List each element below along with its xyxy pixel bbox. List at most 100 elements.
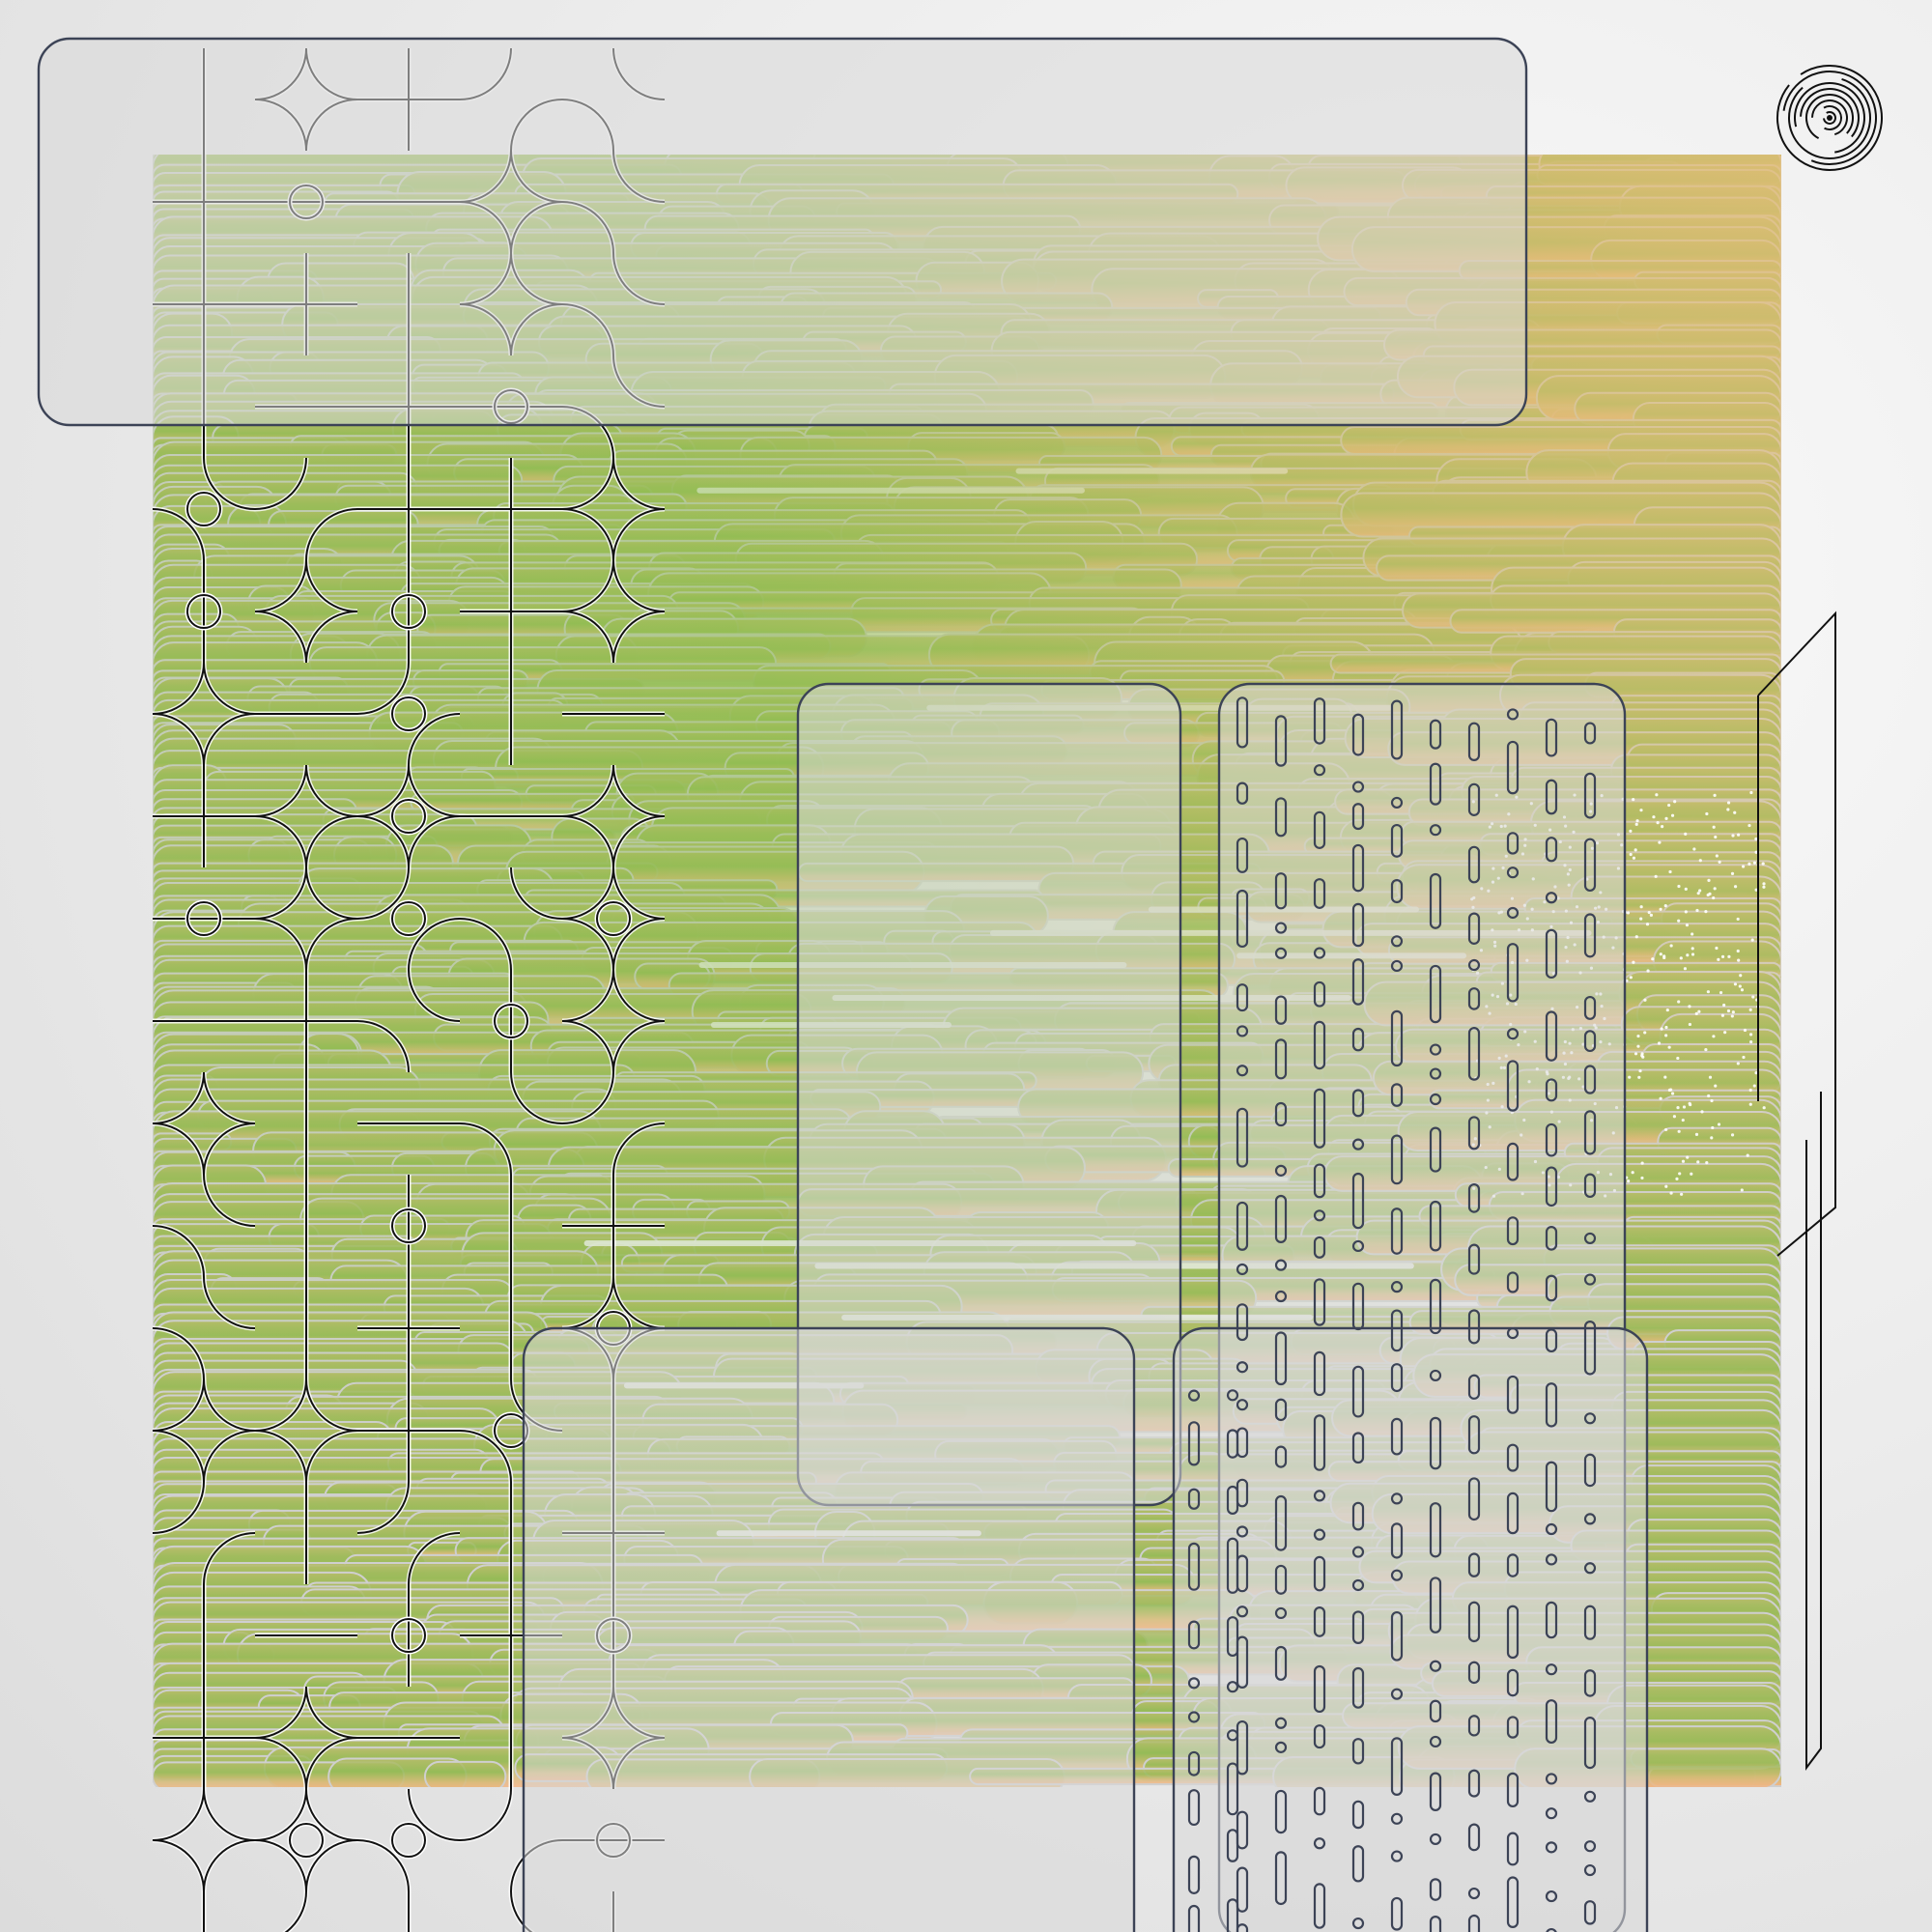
pill bbox=[1545, 1807, 1558, 1820]
pill bbox=[1545, 1461, 1558, 1513]
tile-arc bbox=[460, 458, 562, 560]
dot bbox=[1730, 1014, 1734, 1018]
pill bbox=[1429, 1916, 1442, 1932]
pill bbox=[1390, 796, 1404, 810]
spiral-arc bbox=[1782, 71, 1877, 165]
dot bbox=[1714, 1084, 1718, 1088]
dot bbox=[1715, 946, 1719, 951]
dot bbox=[1762, 1106, 1766, 1110]
pill bbox=[1506, 1492, 1520, 1535]
dot bbox=[1692, 847, 1696, 851]
pill bbox=[1545, 779, 1558, 815]
pill bbox=[1429, 1200, 1442, 1252]
panel bbox=[522, 1326, 1136, 1932]
pill bbox=[1187, 1421, 1201, 1466]
pill bbox=[1313, 1883, 1326, 1929]
pill bbox=[1313, 764, 1326, 777]
tile-arc-shadow bbox=[254, 1788, 358, 1892]
pill bbox=[1236, 1065, 1249, 1077]
dot bbox=[1663, 1075, 1667, 1079]
pill bbox=[1226, 1389, 1239, 1402]
pill bbox=[1351, 1845, 1365, 1883]
capsule bbox=[1753, 896, 1781, 935]
dot bbox=[1682, 1105, 1687, 1109]
dot bbox=[1748, 1088, 1752, 1093]
pill bbox=[1390, 1812, 1404, 1825]
dot bbox=[1710, 1098, 1714, 1103]
pill bbox=[1429, 1502, 1442, 1558]
dot bbox=[1668, 869, 1672, 874]
pill bbox=[1506, 1028, 1520, 1040]
pill bbox=[1351, 713, 1365, 756]
pill bbox=[1236, 1361, 1249, 1374]
pill bbox=[1506, 1216, 1520, 1246]
pill bbox=[1467, 845, 1481, 884]
tile-arc bbox=[561, 1276, 666, 1380]
pill bbox=[1236, 889, 1249, 949]
tile-arc bbox=[254, 867, 358, 971]
pill bbox=[1274, 797, 1288, 838]
dot bbox=[1645, 923, 1650, 926]
dot bbox=[1694, 1011, 1698, 1015]
dot bbox=[1719, 990, 1723, 995]
panel bbox=[37, 37, 1528, 427]
pill bbox=[1467, 912, 1481, 945]
dot bbox=[1632, 856, 1636, 860]
dot bbox=[1748, 1102, 1752, 1106]
pill bbox=[1467, 1374, 1481, 1400]
dot bbox=[1707, 1094, 1711, 1098]
pill bbox=[1236, 781, 1249, 805]
dot bbox=[1748, 1008, 1752, 1011]
pill bbox=[1274, 947, 1288, 959]
pill bbox=[1390, 1610, 1404, 1662]
dot bbox=[1678, 1172, 1682, 1176]
tile-arc bbox=[561, 1071, 666, 1176]
dot bbox=[1688, 1022, 1692, 1027]
tile-circle bbox=[186, 594, 221, 629]
dot bbox=[1659, 952, 1662, 956]
pill bbox=[1390, 879, 1404, 904]
dot bbox=[1736, 949, 1740, 953]
pill bbox=[1351, 1282, 1365, 1331]
pill bbox=[1274, 1645, 1288, 1681]
pill bbox=[1467, 1027, 1481, 1081]
dot bbox=[1667, 1088, 1672, 1093]
pill bbox=[1313, 1528, 1326, 1541]
slant-line bbox=[1805, 1092, 1822, 1771]
pill bbox=[1467, 1823, 1481, 1852]
pill bbox=[1467, 1183, 1481, 1213]
pill bbox=[1390, 1134, 1404, 1185]
pill bbox=[1236, 1025, 1249, 1037]
dot bbox=[1684, 910, 1688, 914]
pill bbox=[1506, 1060, 1520, 1112]
pill bbox=[1236, 1201, 1249, 1251]
pill bbox=[1583, 1412, 1597, 1425]
pill bbox=[1313, 878, 1326, 909]
pill bbox=[1429, 1369, 1442, 1382]
pill bbox=[1274, 1789, 1288, 1834]
dot bbox=[1684, 887, 1688, 891]
dot bbox=[1746, 1153, 1749, 1157]
dot bbox=[1723, 1031, 1727, 1035]
spiral-arc bbox=[1823, 111, 1836, 125]
panel-overlays bbox=[37, 37, 1649, 1932]
pill bbox=[1467, 722, 1481, 761]
pill bbox=[1429, 1093, 1442, 1106]
pill bbox=[1467, 1914, 1481, 1932]
dot bbox=[1747, 862, 1751, 866]
dot bbox=[1632, 960, 1635, 964]
dot bbox=[1626, 911, 1631, 915]
pill bbox=[1583, 1790, 1597, 1803]
pill bbox=[1583, 1863, 1597, 1877]
pill bbox=[1506, 1668, 1520, 1697]
pill bbox=[1236, 1719, 1249, 1776]
pill bbox=[1274, 1290, 1288, 1303]
pill bbox=[1545, 1773, 1558, 1785]
tile-arc bbox=[561, 457, 666, 561]
pill bbox=[1467, 1477, 1481, 1521]
capsule bbox=[1771, 281, 1781, 316]
pill bbox=[1313, 1020, 1326, 1070]
dot bbox=[1747, 823, 1751, 828]
tile-circle bbox=[186, 492, 221, 526]
tile-circle bbox=[289, 1823, 324, 1858]
